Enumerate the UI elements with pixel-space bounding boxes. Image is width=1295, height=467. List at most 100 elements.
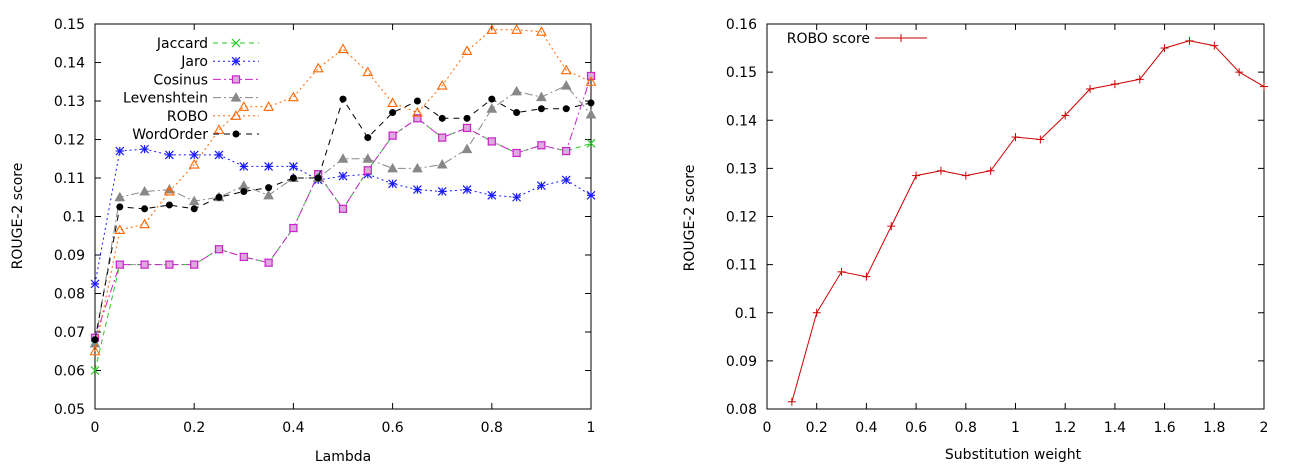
data-point-robo (560, 64, 572, 75)
data-point-levenshtein (362, 153, 374, 163)
data-point-robo (238, 101, 250, 111)
x-tick-label: 0.6 (905, 420, 927, 436)
data-point-cosinus (338, 204, 348, 213)
data-point-robo (188, 158, 200, 169)
legend-label: WordOrder (132, 127, 208, 143)
legend-label: Jaro (180, 54, 208, 70)
data-point-jaro (140, 144, 150, 154)
data-point-robo (89, 345, 101, 356)
data-point-cosinus (586, 71, 596, 81)
legend-label: ROBO score (787, 31, 870, 47)
data-point-wordorder (314, 174, 322, 182)
data-point-robo-score (1260, 82, 1268, 91)
legend-marker (231, 38, 241, 48)
data-point-jaro (189, 150, 199, 160)
data-point-robo-score (912, 171, 921, 180)
data-point-robo (436, 79, 448, 90)
data-point-levenshtein (461, 143, 473, 154)
data-point-cosinus (239, 252, 248, 262)
data-point-cosinus (462, 123, 472, 133)
data-point-robo-score (1135, 75, 1144, 84)
data-point-cosinus (289, 223, 298, 233)
legend-marker (232, 130, 240, 138)
y-tick-label: 0.13 (726, 161, 757, 177)
x-tick-label: 0.4 (282, 420, 304, 436)
data-point-levenshtein (387, 162, 398, 173)
data-point-wordorder (339, 95, 347, 103)
x-tick-label: 0 (763, 420, 772, 436)
data-point-robo (337, 43, 349, 54)
data-point-robo (312, 62, 324, 73)
data-point-cosinus (562, 146, 571, 156)
y-tick-label: 0.07 (54, 325, 85, 341)
legend-item-wordorder: WordOrder (132, 127, 259, 143)
series-wordorder (91, 95, 595, 344)
x-tick-label: 2 (1260, 420, 1269, 436)
data-point-jaro (164, 150, 174, 160)
data-point-wordorder (513, 109, 521, 117)
chart-left: 0 0.2 0.4 0.6 0.8 1 0.05 0.06 0.07 0.08 0.09 0.1 0.1… (10, 17, 597, 465)
data-point-cosinus (487, 137, 496, 146)
data-point-cosinus (115, 260, 124, 269)
data-point-robo (387, 97, 399, 107)
data-point-robo (139, 218, 151, 229)
data-point-wordorder (488, 95, 496, 103)
data-point-robo-score (1061, 111, 1070, 120)
data-point-wordorder (562, 105, 570, 113)
x-tick-label: 1.4 (1104, 420, 1126, 436)
legend-marker (897, 34, 905, 42)
data-point-jaro (338, 171, 348, 181)
x-axis-label-left: Lambda (315, 449, 371, 465)
data-point-robo-score (961, 171, 970, 180)
data-point-robo-score (1210, 41, 1219, 50)
data-point-jaro (214, 150, 224, 160)
data-point-cosinus (190, 260, 199, 269)
y-tick-label: 0.09 (54, 248, 85, 264)
legend-marker (231, 75, 241, 84)
data-point-jaro (264, 162, 274, 171)
y-tick-label: 0.15 (54, 17, 85, 33)
legend-label: Levenshtein (123, 91, 208, 107)
data-point-robo (213, 124, 225, 134)
data-point-robo-score (986, 166, 995, 175)
data-point-jaro (512, 192, 522, 202)
data-point-robo-score (1235, 68, 1244, 77)
data-point-robo-score (1110, 80, 1119, 89)
x-tick-label: 0.2 (806, 420, 828, 436)
data-point-jaro (388, 179, 398, 189)
data-point-jaro (586, 190, 596, 200)
x-tick-label: 1 (587, 420, 596, 436)
data-point-cosinus (363, 166, 372, 175)
data-point-robo (411, 106, 423, 117)
x-tick-label: 0.4 (855, 420, 877, 436)
data-point-cosinus (165, 260, 174, 269)
y-axis-label-left: ROUGE-2 score (10, 163, 26, 270)
legend-label: Jaccard (156, 36, 208, 52)
data-point-levenshtein (412, 162, 423, 173)
data-point-wordorder (537, 105, 545, 113)
series-robo (89, 24, 597, 356)
data-point-robo-score (1011, 133, 1020, 142)
data-point-jaro (288, 162, 298, 171)
y-tick-label: 0.05 (54, 402, 85, 418)
data-point-jaro (462, 185, 472, 194)
x-axis-label-right: Substitution weight (945, 447, 1082, 463)
y-tick-label: 0.13 (54, 94, 85, 110)
chart-right: 0 0.2 0.4 0.6 0.8 1 1.2 1.4 1.6 1.8 2 0.08 0.09 0.1 0.… (682, 17, 1268, 463)
data-point-robo (114, 224, 126, 235)
data-point-levenshtein (536, 91, 547, 102)
data-point-cosinus (438, 133, 447, 142)
legend-left: Jaccard Jaro Cosinus Levenshtein ROBO WordOrd… (123, 36, 259, 143)
data-point-wordorder (438, 114, 446, 122)
y-axis-label-right: ROUGE-2 score (682, 165, 698, 272)
axis-ticks-right: 0 0.2 0.4 0.6 0.8 1 1.2 1.4 1.6 1.8 2 0.08 0.09 0.1 0.… (726, 17, 1269, 436)
data-point-wordorder (587, 99, 595, 107)
series-robo-score (787, 36, 1268, 406)
data-point-jaro (561, 175, 571, 185)
data-point-levenshtein (486, 103, 498, 113)
data-point-robo (511, 24, 523, 34)
data-point-jaro (487, 190, 497, 200)
legend-item-jaro: Jaro (180, 54, 259, 70)
y-tick-label: 0.12 (54, 133, 85, 149)
y-tick-label: 0.16 (726, 17, 757, 33)
